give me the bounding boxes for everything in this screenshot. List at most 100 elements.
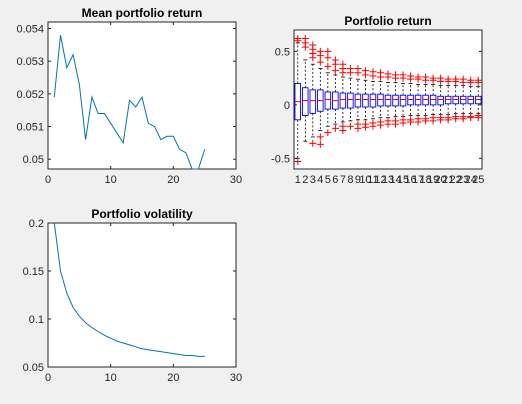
portfolio-return-xtick-label: 3	[310, 174, 316, 186]
box-outlier-marker	[429, 117, 437, 125]
box-outlier-marker	[422, 73, 430, 81]
box-outlier-marker	[339, 127, 347, 135]
box-iqr	[422, 94, 429, 106]
box-outlier-marker	[429, 74, 437, 82]
box-iqr	[444, 95, 452, 105]
box-iqr	[407, 94, 414, 106]
portfolio-return-ytick-label: 0	[284, 100, 290, 112]
box-outlier-marker	[437, 74, 445, 82]
portfolio-return-xtick-label: 4	[317, 174, 323, 186]
box-outlier-marker	[339, 60, 347, 68]
box-iqr	[302, 87, 309, 116]
volatility-axes: Portfolio volatility 0 10 20 30 0.05 0.1 0.15 0…	[23, 207, 243, 384]
portfolio-return-xtick-label: 16	[404, 174, 416, 186]
box-outlier-marker	[294, 35, 302, 43]
portfolio-return-xtick-label: 15	[397, 174, 409, 186]
volatility-ytick-label: 0.1	[29, 314, 44, 326]
volatility-title: Portfolio volatility	[91, 207, 193, 221]
box-outlier-marker	[354, 124, 362, 132]
portfolio-return-xtick-label: 8	[347, 174, 353, 186]
box-outlier-marker	[324, 62, 332, 70]
box-outlier-marker	[361, 123, 369, 131]
box-outlier-marker	[422, 117, 430, 125]
portfolio-return-xtick-label: 23	[457, 174, 469, 186]
box-iqr	[384, 94, 392, 107]
portfolio-return-xtick-label: 18	[419, 174, 431, 186]
box-outlier-marker	[399, 119, 407, 127]
box-outlier-marker	[452, 115, 460, 123]
box-iqr	[459, 95, 467, 105]
box-outlier-marker	[309, 41, 317, 49]
box-outlier-marker	[294, 158, 302, 166]
portfolio-return-axes: Portfolio return -0.500.51 2 3 4 5 6 7 8 9101112…	[271, 14, 484, 186]
box-outlier-marker	[369, 68, 377, 76]
portfolio-return-xtick-label: 13	[382, 174, 394, 186]
volatility-xtick-label: 30	[230, 372, 242, 384]
box-outlier-marker	[309, 139, 317, 147]
mean-return-ytick-label: 0.05	[23, 154, 44, 166]
mean-return-series-line	[53, 35, 206, 170]
portfolio-return-xtick-label: 11	[367, 174, 378, 186]
mean-return-plot-area	[47, 21, 237, 170]
mean-return-title: Mean portfolio return	[82, 6, 203, 20]
box-outlier-marker	[399, 71, 407, 79]
mean-return-ytick-label: 0.052	[16, 89, 44, 101]
mean-return-ytick-label: 0.051	[16, 122, 44, 134]
box-outlier-marker	[407, 72, 415, 80]
box-outlier-marker	[331, 67, 339, 75]
volatility-xtick-label: 10	[105, 372, 117, 384]
volatility-ytick-label: 0.15	[23, 266, 44, 278]
box-outlier-marker	[452, 75, 460, 83]
box-iqr	[377, 93, 384, 107]
box-outlier-marker	[324, 47, 332, 55]
mean-return-xtick-label: 30	[230, 174, 242, 186]
box-outlier-marker	[354, 64, 362, 72]
box-outlier-marker	[316, 133, 324, 141]
box-outlier-marker	[376, 69, 384, 77]
portfolio-return-xtick-label: 24	[465, 174, 477, 186]
portfolio-return-xtick-label: 22	[450, 174, 462, 186]
volatility-plot-area	[47, 222, 237, 368]
box-iqr	[429, 94, 437, 106]
portfolio-return-xtick-label: 6	[332, 174, 338, 186]
mean-return-xtick-label: 10	[105, 174, 117, 186]
portfolio-return-xtick-label: 7	[340, 174, 346, 186]
box-iqr	[339, 92, 347, 109]
box-iqr	[354, 93, 362, 108]
box-outlier-marker	[392, 71, 400, 79]
box-outlier-marker	[324, 54, 332, 62]
portfolio-return-xtick-label: 5	[325, 174, 331, 186]
box-outlier-marker	[376, 121, 384, 129]
box-outlier-marker	[467, 114, 475, 122]
box-outlier-marker	[346, 64, 354, 72]
box-outlier-marker	[407, 118, 415, 126]
box-iqr	[324, 91, 332, 110]
box-outlier-marker	[414, 118, 422, 126]
box-iqr	[399, 94, 407, 107]
box-iqr	[474, 95, 482, 105]
portfolio-return-ytick-label: -0.5	[271, 153, 290, 165]
box-iqr	[347, 92, 354, 109]
portfolio-return-xtick-label: 20	[435, 174, 447, 186]
box-outlier-marker	[384, 70, 392, 78]
box-iqr	[467, 95, 474, 105]
box-outlier-marker	[474, 76, 482, 84]
box-iqr	[362, 93, 369, 108]
portfolio-return-xtick-label: 19	[427, 174, 439, 186]
mean-return-axes: Mean portfolio return 0 10 20 30 0.05 0.051 0.…	[16, 6, 242, 186]
volatility-ytick-label: 0.2	[29, 218, 44, 230]
portfolio-return-xtick-label: 17	[412, 174, 424, 186]
box-outlier-marker	[369, 122, 377, 130]
volatility-ytick-label: 0.05	[23, 362, 44, 374]
box-outlier-marker	[331, 124, 339, 132]
box-iqr	[392, 94, 399, 107]
box-outlier-marker	[316, 140, 324, 148]
mean-return-ytick-label: 0.053	[16, 56, 44, 68]
box-outlier-marker	[324, 129, 332, 137]
portfolio-return-ytick-label: 0.5	[275, 46, 290, 58]
portfolio-return-xtick-label: 25	[472, 174, 484, 186]
volatility-series-line	[53, 222, 205, 357]
box-outlier-marker	[459, 75, 467, 83]
box-iqr	[369, 93, 377, 108]
box-outlier-marker	[437, 116, 445, 124]
